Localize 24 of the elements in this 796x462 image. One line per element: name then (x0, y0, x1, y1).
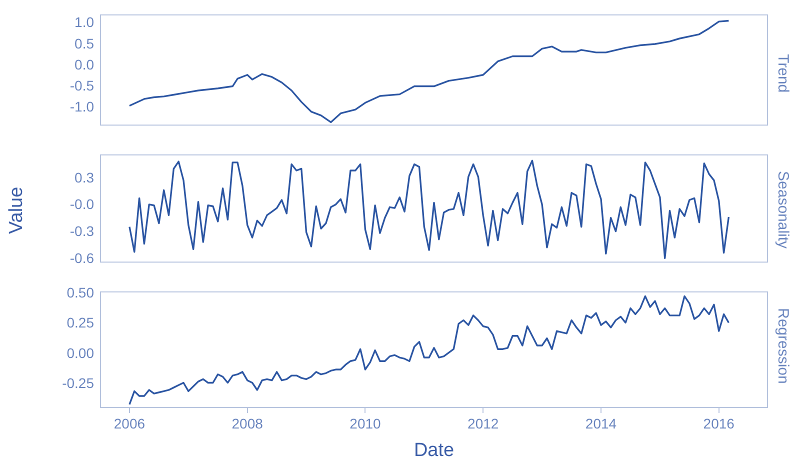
y-tick-label: 0.3 (74, 169, 94, 186)
y-tick-label: 0.0 (74, 56, 94, 72)
x-tick-label: 2010 (350, 415, 382, 432)
text: Regression (774, 307, 792, 386)
y-tick-label: 0.5 (74, 35, 94, 52)
x-tick-label: 2006 (114, 415, 146, 432)
y-tick-label: -0.0 (70, 196, 94, 212)
y-tick-label: -0.3 (70, 223, 94, 240)
text: Seasonality (774, 170, 792, 251)
x-axis-title: Date (414, 440, 454, 461)
x-tick-label: 2014 (585, 415, 617, 432)
x-tick-label: 2008 (232, 415, 264, 432)
y-axis-title: Value (5, 185, 28, 236)
y-tick-label: 0.25 (66, 314, 94, 331)
y-tick-label: -0.25 (62, 374, 94, 391)
text: Trend (774, 53, 792, 95)
y-tick-label: 0.00 (66, 344, 94, 361)
x-tick-label: 2016 (703, 415, 735, 432)
y-tick-label: -0.6 (70, 250, 94, 266)
y-tick-label: -1.0 (70, 98, 94, 115)
y-tick-label: 0.50 (66, 284, 94, 301)
y-tick-label: 1.0 (74, 14, 94, 30)
y-tick-label: -0.5 (70, 78, 94, 94)
x-tick-label: 2012 (468, 415, 499, 432)
